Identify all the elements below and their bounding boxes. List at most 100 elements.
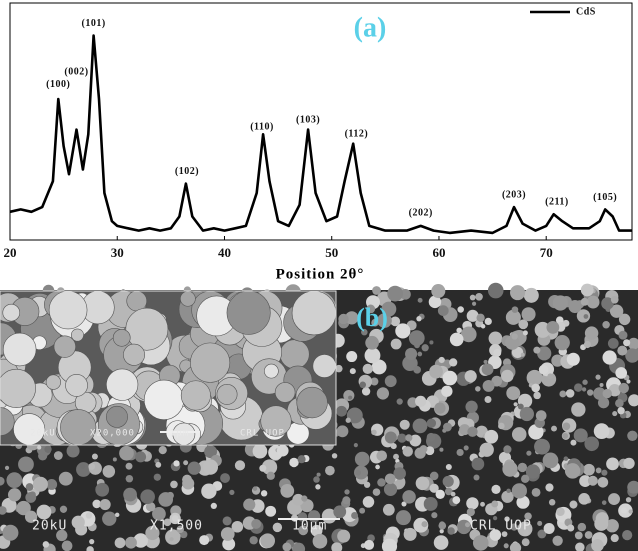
particle bbox=[383, 482, 398, 496]
particle bbox=[472, 535, 489, 551]
particle bbox=[498, 422, 505, 430]
particle bbox=[510, 285, 526, 301]
particle bbox=[112, 328, 131, 347]
particle bbox=[456, 448, 464, 457]
particle bbox=[524, 512, 532, 520]
particle bbox=[542, 452, 559, 469]
particle bbox=[390, 316, 401, 327]
particle bbox=[338, 313, 349, 325]
particle bbox=[133, 533, 148, 548]
particle bbox=[484, 317, 492, 326]
particle bbox=[545, 483, 554, 492]
particle bbox=[535, 410, 547, 421]
caption: 20kU bbox=[32, 519, 67, 534]
particle bbox=[493, 348, 502, 357]
particle bbox=[125, 536, 137, 549]
particle bbox=[362, 496, 375, 508]
particle bbox=[251, 518, 262, 529]
particle bbox=[586, 389, 594, 396]
particle bbox=[56, 529, 68, 542]
particle bbox=[623, 339, 631, 347]
particle bbox=[434, 402, 446, 414]
particle bbox=[469, 294, 476, 301]
particle bbox=[335, 364, 343, 373]
chart-title: (a) bbox=[354, 12, 387, 43]
particle bbox=[99, 498, 111, 511]
particle bbox=[471, 301, 477, 306]
particle bbox=[481, 363, 494, 376]
particle bbox=[395, 323, 411, 339]
particle bbox=[552, 535, 563, 546]
particle bbox=[439, 447, 444, 452]
particle bbox=[593, 423, 610, 439]
particle bbox=[170, 480, 178, 489]
particle bbox=[517, 403, 524, 410]
particle bbox=[297, 455, 306, 464]
particle bbox=[376, 450, 388, 462]
particle bbox=[578, 493, 590, 505]
particle bbox=[565, 389, 575, 398]
particle bbox=[363, 481, 371, 488]
particle bbox=[509, 542, 522, 551]
x-tick-label: 70 bbox=[540, 245, 553, 260]
particle bbox=[7, 488, 22, 502]
particle bbox=[537, 520, 543, 526]
particle bbox=[265, 505, 277, 517]
particle bbox=[71, 328, 84, 342]
particle bbox=[627, 337, 638, 350]
particle bbox=[465, 400, 478, 413]
particle bbox=[615, 367, 628, 379]
particle bbox=[610, 534, 619, 543]
particle bbox=[457, 306, 464, 313]
inset-caption: X20,000 bbox=[90, 429, 135, 439]
particle bbox=[106, 368, 139, 401]
particle bbox=[445, 463, 452, 470]
particle bbox=[199, 535, 210, 546]
particle bbox=[573, 428, 588, 443]
particle bbox=[504, 516, 510, 522]
particle bbox=[516, 495, 530, 509]
particle bbox=[583, 340, 592, 349]
particle bbox=[260, 533, 276, 549]
particle bbox=[597, 476, 609, 488]
particle bbox=[621, 507, 628, 514]
peak-label: (110) bbox=[250, 121, 274, 132]
particle bbox=[123, 343, 146, 366]
particle bbox=[517, 462, 528, 473]
x-tick-label: 60 bbox=[432, 245, 445, 260]
particle bbox=[53, 451, 63, 460]
particle bbox=[491, 484, 501, 495]
particle bbox=[447, 527, 455, 535]
particle bbox=[353, 443, 358, 448]
particle bbox=[252, 443, 268, 459]
particle bbox=[313, 476, 320, 483]
particle bbox=[180, 290, 196, 307]
particle bbox=[577, 522, 587, 532]
particle bbox=[272, 522, 283, 533]
particle bbox=[183, 460, 189, 466]
particle bbox=[155, 461, 162, 468]
particle bbox=[521, 307, 536, 322]
particle bbox=[366, 304, 376, 314]
particle bbox=[417, 351, 423, 357]
particle bbox=[441, 385, 453, 397]
particle bbox=[243, 498, 256, 511]
particle bbox=[608, 493, 621, 506]
particle bbox=[484, 396, 492, 404]
particle bbox=[364, 539, 375, 550]
particle bbox=[342, 496, 351, 505]
particle bbox=[534, 438, 550, 455]
particle bbox=[591, 539, 604, 551]
peak-label: (105) bbox=[593, 192, 617, 203]
particle bbox=[171, 515, 179, 522]
particle bbox=[575, 542, 585, 551]
particle bbox=[315, 484, 321, 490]
particle bbox=[280, 483, 295, 498]
particle bbox=[143, 379, 185, 420]
particle bbox=[119, 445, 134, 461]
particle bbox=[325, 465, 335, 476]
particle bbox=[279, 339, 310, 370]
particle bbox=[538, 364, 549, 375]
particle bbox=[381, 301, 397, 317]
particle bbox=[88, 463, 96, 470]
